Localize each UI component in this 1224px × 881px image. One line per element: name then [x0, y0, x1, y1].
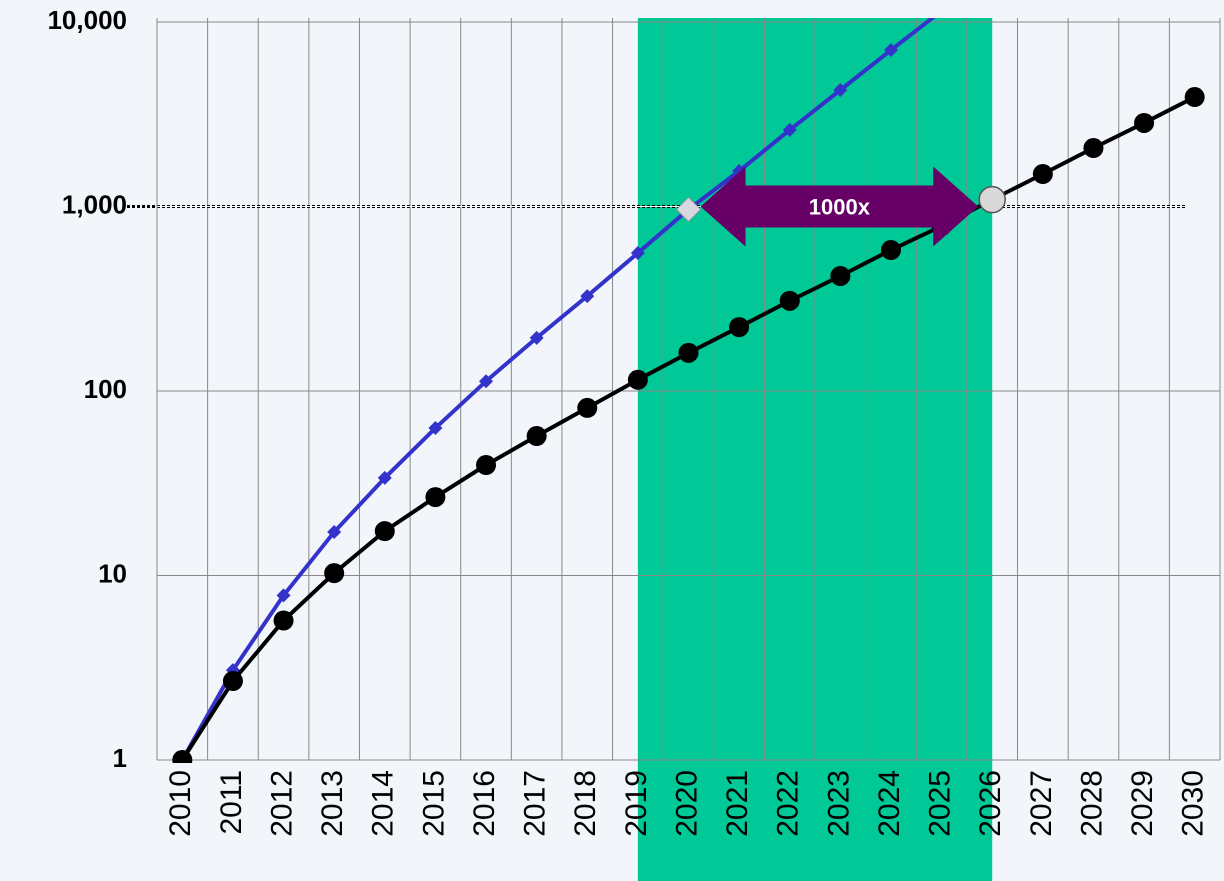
marker [476, 455, 497, 476]
marker [833, 82, 848, 97]
marker [1184, 87, 1205, 108]
marker [883, 43, 898, 58]
x-tick-label: 2017 [519, 770, 552, 837]
annotation-text: 1000x [809, 194, 871, 219]
x-tick-label: 2025 [924, 770, 957, 837]
marker [978, 185, 1006, 214]
marker [779, 290, 800, 311]
x-tick-label: 2021 [721, 770, 754, 837]
marker [479, 374, 494, 389]
marker [729, 317, 750, 338]
marker [782, 122, 797, 137]
x-tick-label: 2024 [873, 770, 906, 837]
marker [577, 397, 598, 418]
x-tick-label: 2019 [620, 770, 653, 837]
x-tick-label: 2027 [1025, 770, 1058, 837]
marker [526, 426, 547, 447]
marker [324, 563, 345, 584]
x-tick-label: 2026 [974, 770, 1007, 837]
marker [222, 671, 243, 692]
x-tick-label: 2015 [417, 770, 450, 837]
x-tick-label: 2020 [670, 770, 703, 837]
y-tick-label: 1 [113, 743, 127, 773]
x-tick-label: 2028 [1075, 770, 1108, 837]
x-tick-label: 2011 [215, 770, 248, 835]
x-tick-label: 2030 [1177, 770, 1210, 837]
marker [374, 521, 395, 542]
y-tick-label: 1,000 [62, 189, 127, 219]
marker [675, 196, 702, 223]
marker [630, 245, 645, 260]
marker [1083, 138, 1104, 159]
marker [1032, 164, 1053, 185]
marker [627, 369, 648, 390]
marker [529, 330, 544, 345]
x-tick-label: 2014 [367, 770, 400, 837]
marker [880, 240, 901, 261]
marker [580, 289, 595, 304]
y-tick-label: 10 [98, 558, 127, 588]
marker [377, 470, 392, 485]
marker [172, 750, 193, 763]
marker [276, 588, 291, 603]
marker [428, 421, 443, 436]
marker [425, 487, 446, 508]
marker [327, 525, 342, 540]
y-tick-label: 10,000 [47, 5, 127, 35]
x-tick-label: 2018 [569, 770, 602, 837]
annotation-arrow [700, 166, 979, 247]
marker [273, 610, 294, 631]
marker [830, 266, 851, 287]
x-tick-label: 2022 [772, 770, 805, 837]
series-line [180, 18, 936, 761]
x-tick-label: 2012 [265, 770, 298, 837]
x-tick-label: 2010 [164, 770, 197, 837]
marker [935, 4, 949, 18]
marker [1134, 112, 1155, 133]
x-tick-label: 2016 [468, 770, 501, 837]
x-tick-label: 2023 [822, 770, 855, 837]
x-tick-label: 2029 [1126, 770, 1159, 837]
y-tick-label: 100 [84, 374, 127, 404]
marker [678, 342, 699, 363]
x-tick-label: 2013 [316, 770, 349, 837]
